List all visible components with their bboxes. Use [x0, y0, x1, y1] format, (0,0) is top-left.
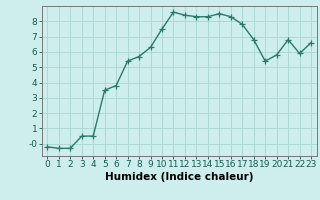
X-axis label: Humidex (Indice chaleur): Humidex (Indice chaleur): [105, 172, 253, 182]
